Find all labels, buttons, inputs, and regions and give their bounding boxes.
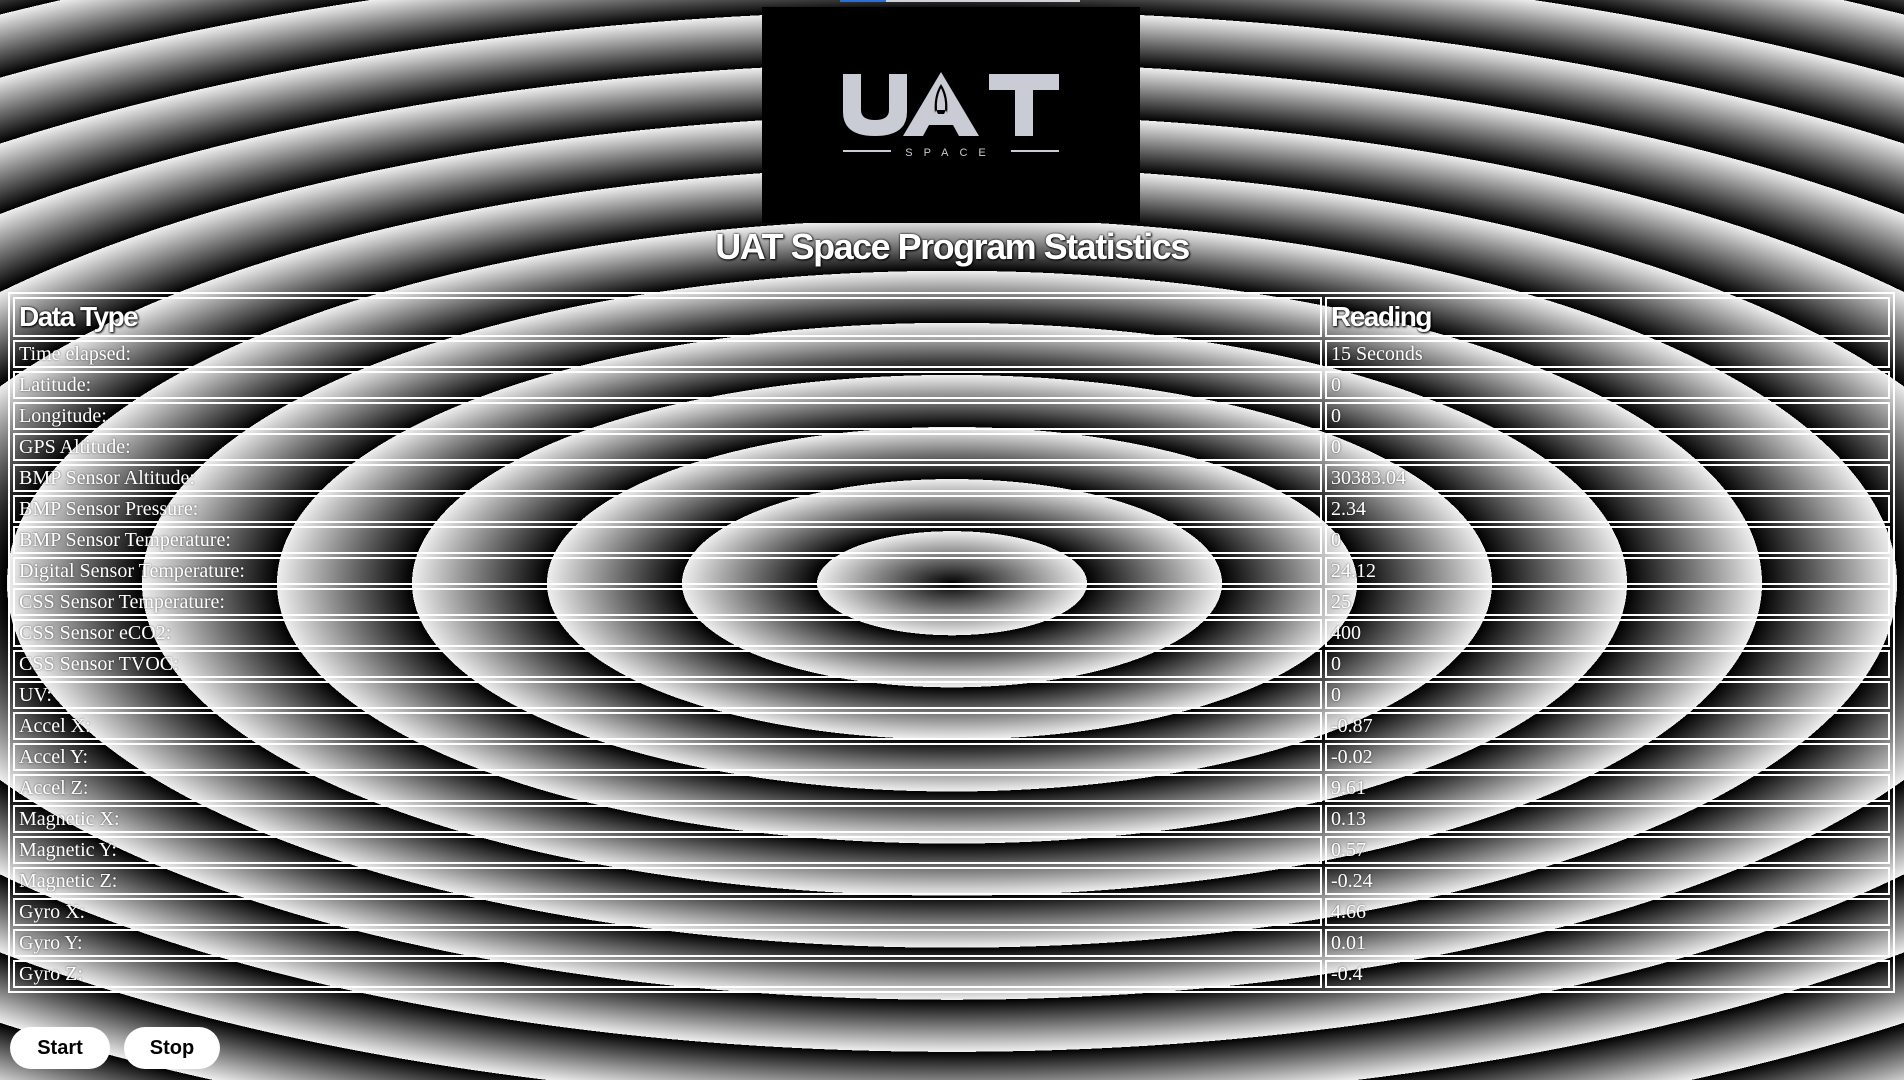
header-data-type: Data Type <box>13 297 1322 337</box>
row-label: BMP Sensor Altitude: <box>13 464 1322 492</box>
row-value: 0.13 <box>1325 805 1890 833</box>
row-label: Digital Sensor Temperature: <box>13 557 1322 585</box>
table-row: Latitude: 0 <box>13 371 1890 399</box>
row-label: Longitude: <box>13 402 1322 430</box>
table-row: Gyro X: 4.66 <box>13 898 1890 926</box>
header-reading: Reading <box>1325 297 1890 337</box>
row-value: -0.87 <box>1325 712 1890 740</box>
table-row: Magnetic Y: 0.57 <box>13 836 1890 864</box>
table-row: Magnetic X: 0.13 <box>13 805 1890 833</box>
row-value: 4.66 <box>1325 898 1890 926</box>
row-value: 400 <box>1325 619 1890 647</box>
row-value: 24.12 <box>1325 557 1890 585</box>
stats-table: Data Type Reading Time elapsed: 15 Second… <box>8 292 1895 993</box>
row-label: Gyro X: <box>13 898 1322 926</box>
start-button[interactable]: Start <box>10 1027 110 1069</box>
row-label: CSS Sensor eCO2: <box>13 619 1322 647</box>
logo-tagline: SPACE <box>905 147 996 159</box>
row-value: 0 <box>1325 681 1890 709</box>
table-row: CSS Sensor TVOC: 0 <box>13 650 1890 678</box>
table-row: Magnetic Z: -0.24 <box>13 867 1890 895</box>
row-value: -0.4 <box>1325 960 1890 988</box>
row-label: BMP Sensor Pressure: <box>13 495 1322 523</box>
row-label: Accel Z: <box>13 774 1322 802</box>
row-label: UV: <box>13 681 1322 709</box>
row-label: CSS Sensor Temperature: <box>13 588 1322 616</box>
uat-space-logo: SPACE <box>762 7 1140 223</box>
row-value: 30383.04 <box>1325 464 1890 492</box>
table-header-row: Data Type Reading <box>13 297 1890 337</box>
row-label: Magnetic Y: <box>13 836 1322 864</box>
top-progress-bar <box>840 0 1080 2</box>
table-row: GPS Altitude: 0 <box>13 433 1890 461</box>
row-label: Gyro Z: <box>13 960 1322 988</box>
controls: Start Stop <box>10 1027 220 1069</box>
table-row: Gyro Z: -0.4 <box>13 960 1890 988</box>
table-row: Accel Y: -0.02 <box>13 743 1890 771</box>
row-value: 15 Seconds <box>1325 340 1890 368</box>
row-value: -0.24 <box>1325 867 1890 895</box>
row-value: 2.34 <box>1325 495 1890 523</box>
row-label: Magnetic X: <box>13 805 1322 833</box>
row-label: BMP Sensor Temperature: <box>13 526 1322 554</box>
row-value: 9.61 <box>1325 774 1890 802</box>
row-label: Accel Y: <box>13 743 1322 771</box>
table-row: CSS Sensor Temperature: 25 <box>13 588 1890 616</box>
row-value: 0 <box>1325 371 1890 399</box>
table-row: UV: 0 <box>13 681 1890 709</box>
table-row: Digital Sensor Temperature: 24.12 <box>13 557 1890 585</box>
row-label: CSS Sensor TVOC: <box>13 650 1322 678</box>
table-row: Longitude: 0 <box>13 402 1890 430</box>
row-value: 0 <box>1325 433 1890 461</box>
top-progress-segment <box>840 0 886 2</box>
table-row: BMP Sensor Pressure: 2.34 <box>13 495 1890 523</box>
row-label: GPS Altitude: <box>13 433 1322 461</box>
row-value: 0 <box>1325 526 1890 554</box>
row-label: Latitude: <box>13 371 1322 399</box>
row-value: -0.02 <box>1325 743 1890 771</box>
uat-logo-graphic: SPACE <box>843 72 1059 159</box>
table-row: Accel X: -0.87 <box>13 712 1890 740</box>
page-title: UAT Space Program Statistics <box>715 226 1190 267</box>
row-value: 0 <box>1325 402 1890 430</box>
stop-button[interactable]: Stop <box>124 1027 220 1069</box>
row-value: 0.01 <box>1325 929 1890 957</box>
table-row: CSS Sensor eCO2: 400 <box>13 619 1890 647</box>
row-value: 0.57 <box>1325 836 1890 864</box>
row-value: 25 <box>1325 588 1890 616</box>
row-value: 0 <box>1325 650 1890 678</box>
table-row: BMP Sensor Altitude: 30383.04 <box>13 464 1890 492</box>
row-label: Gyro Y: <box>13 929 1322 957</box>
row-label: Accel X: <box>13 712 1322 740</box>
row-label: Magnetic Z: <box>13 867 1322 895</box>
table-row: Gyro Y: 0.01 <box>13 929 1890 957</box>
table-row: Accel Z: 9.61 <box>13 774 1890 802</box>
table-row: Time elapsed: 15 Seconds <box>13 340 1890 368</box>
row-label: Time elapsed: <box>13 340 1322 368</box>
table-row: BMP Sensor Temperature: 0 <box>13 526 1890 554</box>
